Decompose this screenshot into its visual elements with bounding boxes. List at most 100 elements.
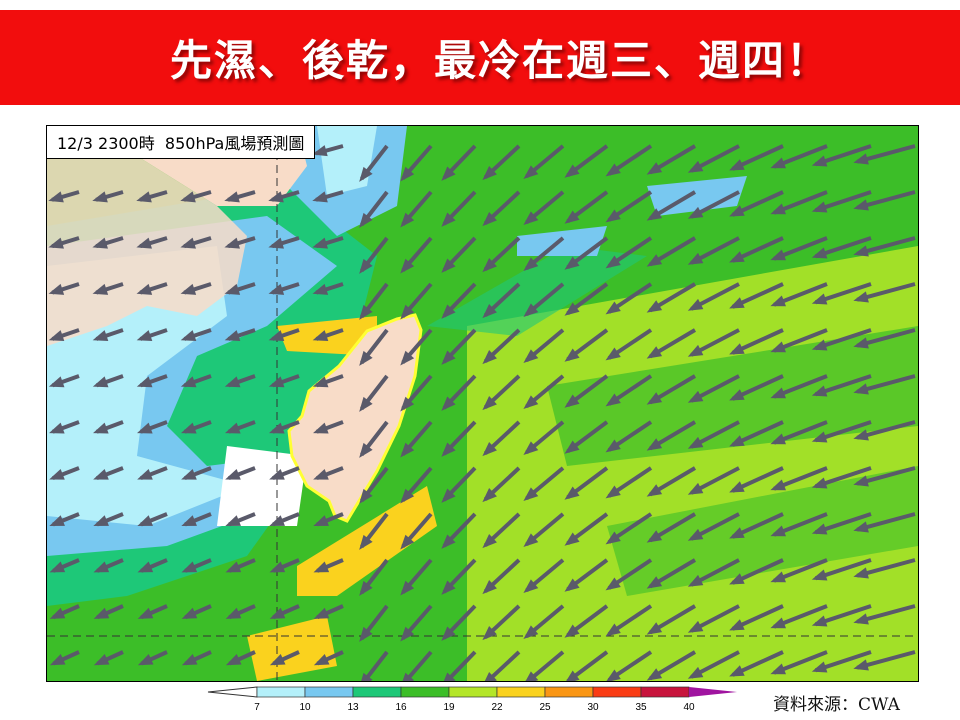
wind-arrow-head <box>605 485 621 499</box>
wind-arrow-head <box>811 385 828 397</box>
wind-arrow-head <box>400 350 415 366</box>
wind-arrow-head <box>268 191 284 203</box>
wind-arrow-head <box>400 488 415 504</box>
colorbar-segment <box>448 686 498 698</box>
wind-arrow-head <box>729 527 745 539</box>
wind-arrow-head <box>312 283 329 295</box>
wind-arrow-head <box>564 210 580 224</box>
colorbar-tick-label: 16 <box>395 702 407 713</box>
wind-arrow-head <box>137 561 154 573</box>
wind-arrow-head <box>137 607 154 619</box>
wind-arrow-head <box>180 237 196 249</box>
colorbar-under-arrow <box>207 686 258 698</box>
wind-arrow-head <box>482 533 497 549</box>
wind-arrow-head <box>441 396 456 411</box>
wind-arrow-head <box>224 191 240 203</box>
wind-arrow-head <box>359 350 373 366</box>
wind-arrow-head <box>48 237 64 249</box>
wind-arrow-head <box>269 561 286 573</box>
wind-arrow-head <box>400 304 415 320</box>
wind-arrow-head <box>605 577 621 591</box>
wind-arrow-head <box>646 622 663 635</box>
wind-arrow-head <box>312 145 328 157</box>
wind-arrow-head <box>48 330 65 342</box>
wind-arrow-head <box>770 571 786 583</box>
wind-arrow-head <box>482 257 497 273</box>
wind-arrow-head <box>441 304 456 319</box>
wind-arrow-head <box>811 201 828 213</box>
wind-arrow-head <box>137 468 153 480</box>
wind-arrow-head <box>687 574 704 587</box>
wind-arrow-head <box>441 442 456 457</box>
wind-arrow-head <box>523 257 539 272</box>
wind-arrow-head <box>224 283 241 295</box>
wind-arrow-head <box>770 341 786 353</box>
colorbar-segment <box>256 686 306 698</box>
wind-arrow-head <box>646 392 663 405</box>
wind-arrow-head <box>269 468 285 480</box>
wind-arrow-head <box>853 337 869 349</box>
wind-arrow-head <box>269 515 285 526</box>
wind-arrow-head <box>359 442 373 458</box>
wind-arrow-head <box>687 528 704 541</box>
wind-arrow-head <box>313 561 330 573</box>
wind-arrow-head <box>400 166 415 182</box>
wind-arrow-head <box>93 515 109 526</box>
wind-arrow-head <box>770 433 786 445</box>
wind-arrow-head <box>687 298 704 311</box>
wind-arrow-head <box>136 283 153 295</box>
wind-arrow-head <box>564 624 580 638</box>
wind-arrow-head <box>224 330 241 342</box>
colorbar-segment <box>592 686 642 698</box>
wind-arrow-head <box>687 666 704 679</box>
wind-arrow-head <box>359 534 373 550</box>
wind-forecast-map: 12/3 2300時 850hPa風場預測圖 <box>46 125 919 682</box>
wind-arrow-head <box>400 580 415 596</box>
wind-arrow-head <box>225 515 241 526</box>
map-label: 12/3 2300時 850hPa風場預測圖 <box>47 126 316 159</box>
wind-arrow-head <box>359 488 373 504</box>
wind-arrow-head <box>605 347 621 361</box>
wind-arrow-head <box>646 484 663 497</box>
wind-arrow-head <box>180 376 197 388</box>
wind-arrow-head <box>359 580 373 596</box>
wind-arrow-head <box>359 304 373 320</box>
wind-arrow-head <box>92 283 109 295</box>
wind-arrow-head <box>729 205 745 217</box>
wind-arrow-head <box>729 251 745 263</box>
wind-arrow-head <box>646 162 663 175</box>
wind-arrow-head <box>811 523 828 535</box>
wind-arrow-head <box>400 258 415 274</box>
wind-arrow-head <box>564 486 580 500</box>
wind-arrow-head <box>225 468 241 480</box>
wind-arrow-head <box>770 387 786 399</box>
wind-arrow-head <box>523 211 539 226</box>
wind-arrow-head <box>525 671 539 681</box>
wind-arrow-head <box>482 165 497 181</box>
wind-arrow-head <box>441 488 456 503</box>
colorbar-tick-label: 35 <box>635 702 647 713</box>
wind-arrow-head <box>853 659 869 671</box>
wind-arrow-head <box>853 613 869 625</box>
colorbar-segment <box>304 686 354 698</box>
wind-arrow-head <box>92 422 109 434</box>
wind-arrow-head <box>181 561 198 573</box>
wind-arrow-head <box>853 475 869 487</box>
wind-arrow-head <box>441 626 456 641</box>
wind-arrow-head <box>313 654 330 666</box>
wind-arrow-head <box>729 343 745 355</box>
wind-arrow-head <box>564 348 580 362</box>
wind-arrow-head <box>443 672 456 681</box>
wind-arrow-head <box>729 297 745 309</box>
wind-arrow-head <box>564 440 580 454</box>
wind-arrow-head <box>312 237 328 249</box>
colorbar-segment <box>496 686 546 698</box>
wind-arrow-head <box>564 532 580 546</box>
wind-arrow-head <box>853 383 869 395</box>
wind-arrow-head <box>687 620 704 633</box>
wind-arrow-head <box>441 534 456 549</box>
wind-arrow-head <box>853 429 869 441</box>
wind-arrow-head <box>93 561 110 573</box>
wind-arrow-head <box>312 191 328 203</box>
wind-arrow-head <box>93 607 110 619</box>
